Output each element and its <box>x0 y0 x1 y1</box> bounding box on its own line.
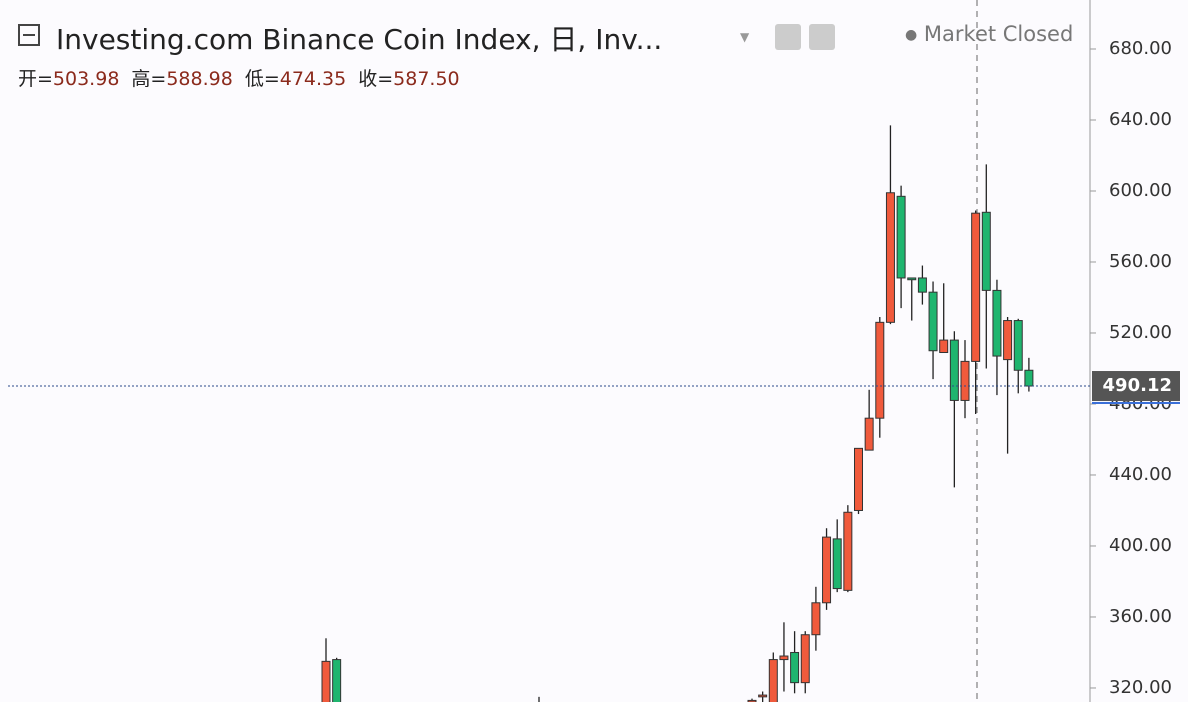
ohlc-value: 503.98 <box>52 68 120 90</box>
ohlc-legend: 开=503.98 高=588.98 低=474.35 收=587.50 <box>18 64 472 91</box>
ohlc-label: 开= <box>18 68 53 90</box>
candle-body <box>875 321 885 419</box>
candle-body <box>832 538 842 590</box>
y-tick-label: 520.00 <box>1109 322 1172 343</box>
y-tick-label: 560.00 <box>1109 251 1172 272</box>
plot <box>321 125 1034 702</box>
candle-body <box>1024 369 1034 387</box>
chart-title: Investing.com Binance Coin Index, 日, Inv… <box>56 23 663 56</box>
collapse-icon[interactable] <box>18 24 40 46</box>
candle-body <box>800 634 810 684</box>
eye-button[interactable] <box>775 24 801 50</box>
candle-body <box>854 447 863 511</box>
candle-body <box>992 289 1002 357</box>
candle-body <box>843 511 853 591</box>
candle-body <box>768 659 778 702</box>
last-price-label: 490.12 <box>1103 375 1172 396</box>
ohlc-label: 收= <box>358 68 394 90</box>
y-tick-label: 400.00 <box>1109 535 1172 556</box>
candle-body <box>960 360 970 401</box>
settings-button[interactable] <box>809 24 835 50</box>
y-tick-label: 680.00 <box>1109 38 1172 59</box>
dropdown[interactable]: ▼ <box>740 30 750 44</box>
y-tick-label: 320.00 <box>1109 677 1172 698</box>
candle-body <box>949 339 959 401</box>
ohlc-value: 588.98 <box>166 68 233 90</box>
ohlc-value: 474.35 <box>279 68 347 90</box>
status-text: Market Closed <box>923 22 1074 46</box>
candle-body <box>790 651 800 684</box>
candle-body <box>1003 320 1013 361</box>
ohlc-label: 高= <box>131 68 167 90</box>
candle-body <box>907 277 917 281</box>
y-tick-label: 360.00 <box>1109 606 1172 627</box>
candle-body <box>896 195 906 279</box>
market-status: ● Market Closed <box>905 22 1074 46</box>
y-tick-label: 640.00 <box>1109 109 1172 130</box>
last-price-tag <box>1092 371 1180 402</box>
ohlc-label: 低= <box>244 68 280 90</box>
candle-body <box>822 536 832 604</box>
candle-body <box>758 694 768 698</box>
y-tick-label: 600.00 <box>1109 180 1172 201</box>
candle-body <box>332 659 342 702</box>
candle-body <box>885 192 895 323</box>
candle-body <box>321 660 331 702</box>
candle-body <box>971 212 981 362</box>
y-tick-label: 440.00 <box>1109 464 1172 485</box>
candle-body <box>811 602 821 636</box>
candle-body <box>779 655 789 661</box>
candle-body <box>939 339 949 354</box>
candle-body <box>928 291 938 352</box>
candle-body <box>917 277 927 293</box>
candle-body <box>864 417 874 451</box>
candle-body <box>981 211 991 291</box>
candle-body <box>747 699 757 702</box>
candle-body <box>1013 320 1023 371</box>
ohlc-value: 587.50 <box>393 68 460 90</box>
